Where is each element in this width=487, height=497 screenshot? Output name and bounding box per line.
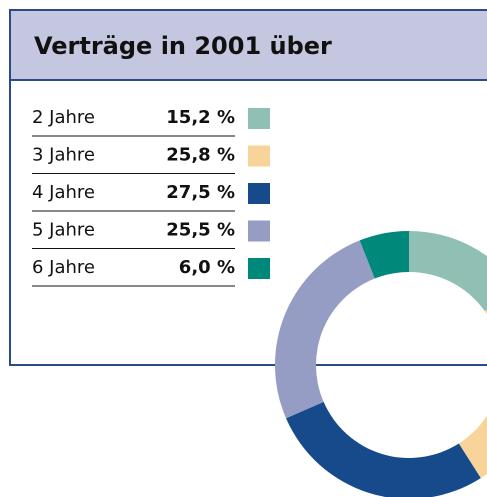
donut-slice [359,231,409,279]
value-label: 25,5 % [166,220,235,241]
donut-slice [458,309,487,479]
donut-slice [286,401,481,497]
value-label: 15,2 % [166,107,235,128]
legend-swatch [248,183,270,204]
legend-label: 2 Jahre [32,107,95,128]
value-label: 27,5 % [166,182,235,203]
donut-slice [409,231,487,312]
legend-swatch [248,258,270,279]
value-label: 25,8 % [166,145,235,166]
legend-swatch [248,145,270,167]
legend-swatch [248,108,270,129]
legend-label: 4 Jahre [32,182,95,203]
donut-slice [274,240,375,419]
legend-label: 5 Jahre [32,220,95,241]
header [9,9,487,81]
legend-label: 6 Jahre [32,257,95,278]
legend-label: 3 Jahre [32,145,95,166]
value-label: 6,0 % [179,257,235,278]
legend-swatch [248,220,270,242]
chart-title: Verträge in 2001 über [34,32,332,60]
